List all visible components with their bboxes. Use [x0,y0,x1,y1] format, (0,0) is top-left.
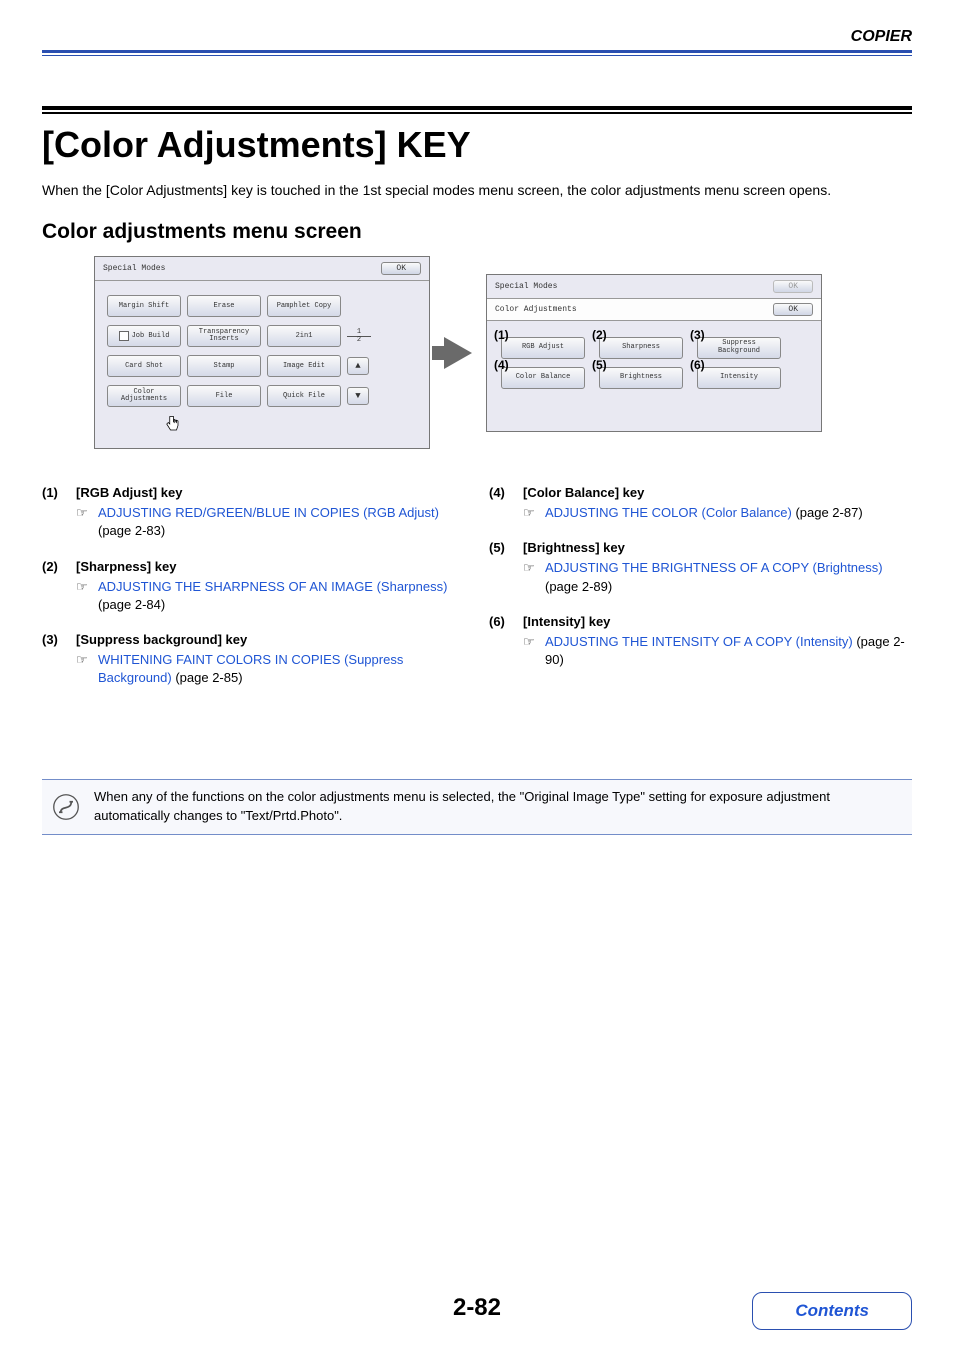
badge-2: (2) [592,328,607,342]
key-after-3: (page 2-85) [172,670,243,685]
title-rule-bot [42,112,912,114]
key-link-4[interactable]: ADJUSTING THE COLOR (Color Balance) [545,505,792,520]
btn-image-edit[interactable]: Image Edit [267,355,341,377]
btn-job-build[interactable]: Job Build [107,325,181,347]
job-build-icon [119,331,129,341]
badge-1: (1) [494,328,509,342]
key-title-2: [Sharpness] key [76,559,465,574]
badge-5: (5) [592,358,607,372]
screens-row: Special Modes OK Margin Shift Erase Pamp… [42,256,912,449]
key-num-2: (2) [42,559,76,614]
btn-quick-file[interactable]: Quick File [267,385,341,407]
key-link-6[interactable]: ADJUSTING THE INTENSITY OF A COPY (Inten… [545,634,853,649]
key-item-6: (6) [Intensity] key ADJUSTING THE INTENS… [489,614,912,669]
panel2-ok-button[interactable]: OK [773,303,813,316]
arrow-icon [444,337,472,369]
key-after-4: (page 2-87) [792,505,863,520]
hand-cursor-icon [163,415,181,433]
key-link-3[interactable]: WHITENING FAINT COLORS IN COPIES (Suppre… [98,652,403,685]
note-box: When any of the functions on the color a… [42,779,912,835]
btn-erase[interactable]: Erase [187,295,261,317]
key-list: (1) [RGB Adjust] key ADJUSTING RED/GREEN… [42,485,912,705]
key-item-4: (4) [Color Balance] key ADJUSTING THE CO… [489,485,912,522]
subtitle: Color adjustments menu screen [42,220,912,244]
panel2-subheader: Color Adjustments OK [487,299,821,321]
badge-6: (6) [690,358,705,372]
btn-color-adjustments[interactable]: Color Adjustments [107,385,181,407]
panel-color-adjustments: Special Modes OK Color Adjustments OK (1… [486,274,822,432]
panel2-body: (1) RGB Adjust (2) Sharpness (3) Suppres… [487,321,821,431]
key-item-3: (3) [Suppress background] key WHITENING … [42,632,465,687]
key-title-4: [Color Balance] key [523,485,912,500]
key-title-1: [RGB Adjust] key [76,485,465,500]
btn-rgb-adjust[interactable]: RGB Adjust [501,337,585,359]
cell-suppress-bg: (3) Suppress Background [697,337,781,359]
key-title-5: [Brightness] key [523,540,912,555]
btn-color-balance[interactable]: Color Balance [501,367,585,389]
key-num-4: (4) [489,485,523,522]
panel1-title: Special Modes [103,264,165,273]
key-item-1: (1) [RGB Adjust] key ADJUSTING RED/GREEN… [42,485,465,540]
cell-brightness: (5) Brightness [599,367,683,389]
cell-intensity: (6) Intensity [697,367,781,389]
panel1-body: Margin Shift Erase Pamphlet Copy Job Bui… [95,281,429,448]
btn-2in1[interactable]: 2in1 [267,325,341,347]
key-list-right: (4) [Color Balance] key ADJUSTING THE CO… [489,485,912,705]
section-label: COPIER [42,28,912,46]
key-item-5: (5) [Brightness] key ADJUSTING THE BRIGH… [489,540,912,595]
page-indicator: 12 [347,329,371,344]
cell-color-balance: (4) Color Balance [501,367,585,389]
panel1-grid: Margin Shift Erase Pamphlet Copy Job Bui… [107,295,417,407]
page-title: [Color Adjustments] KEY [42,124,912,166]
key-num-6: (6) [489,614,523,669]
page-number: 2-82 [453,1294,501,1322]
badge-3: (3) [690,328,705,342]
key-link-2[interactable]: ADJUSTING THE SHARPNESS OF AN IMAGE (Sha… [98,579,447,594]
badge-4: (4) [494,358,509,372]
btn-transparency-inserts[interactable]: Transparency Inserts [187,325,261,347]
key-title-6: [Intensity] key [523,614,912,629]
key-after-1: (page 2-83) [98,523,165,538]
scroll-up-button[interactable]: ▲ [347,357,369,375]
header-rule-thick [42,50,912,53]
panel2-grid: (1) RGB Adjust (2) Sharpness (3) Suppres… [501,337,807,389]
btn-suppress-background[interactable]: Suppress Background [697,337,781,359]
cell-sharpness: (2) Sharpness [599,337,683,359]
btn-margin-shift[interactable]: Margin Shift [107,295,181,317]
panel2-header: Special Modes OK [487,275,821,299]
panel2-ok-button-dim: OK [773,280,813,293]
panel2-title: Special Modes [495,282,557,291]
key-item-2: (2) [Sharpness] key ADJUSTING THE SHARPN… [42,559,465,614]
intro-text: When the [Color Adjustments] key is touc… [42,180,912,200]
key-list-left: (1) [RGB Adjust] key ADJUSTING RED/GREEN… [42,485,465,705]
panel1-header: Special Modes OK [95,257,429,281]
btn-file[interactable]: File [187,385,261,407]
key-link-5[interactable]: ADJUSTING THE BRIGHTNESS OF A COPY (Brig… [545,560,883,575]
btn-card-shot[interactable]: Card Shot [107,355,181,377]
panel-special-modes: Special Modes OK Margin Shift Erase Pamp… [94,256,430,449]
btn-pamphlet-copy[interactable]: Pamphlet Copy [267,295,341,317]
key-num-3: (3) [42,632,76,687]
key-num-1: (1) [42,485,76,540]
panel2-subtitle: Color Adjustments [495,305,577,314]
note-icon [52,793,80,821]
key-after-2: (page 2-84) [98,597,165,612]
btn-stamp[interactable]: Stamp [187,355,261,377]
btn-intensity[interactable]: Intensity [697,367,781,389]
key-link-1[interactable]: ADJUSTING RED/GREEN/BLUE IN COPIES (RGB … [98,505,439,520]
panel1-ok-button[interactable]: OK [381,262,421,275]
scroll-down-button[interactable]: ▼ [347,387,369,405]
contents-button[interactable]: Contents [752,1292,912,1330]
key-after-5: (page 2-89) [545,579,612,594]
header-rule-thin [42,55,912,56]
header: COPIER [42,28,912,56]
note-text: When any of the functions on the color a… [94,788,902,826]
btn-sharpness[interactable]: Sharpness [599,337,683,359]
cell-rgb-adjust: (1) RGB Adjust [501,337,585,359]
key-num-5: (5) [489,540,523,595]
btn-brightness[interactable]: Brightness [599,367,683,389]
key-title-3: [Suppress background] key [76,632,465,647]
